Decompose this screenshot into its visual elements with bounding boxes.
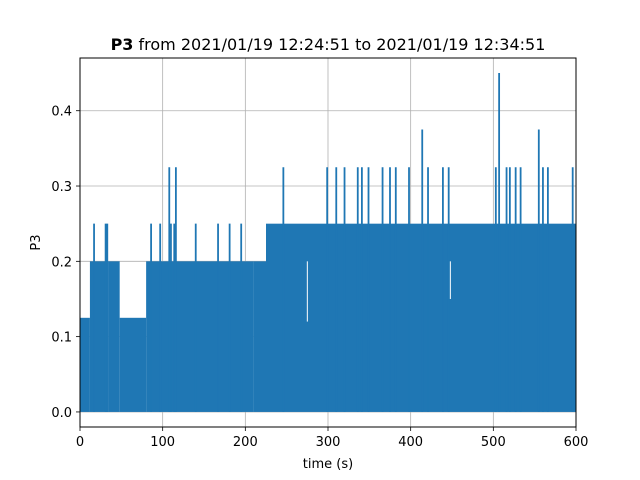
y-tick-label: 0.0	[51, 406, 72, 421]
x-tick-label: 500	[481, 435, 506, 450]
series-band	[253, 261, 266, 412]
chart-title: P3 from 2021/01/19 12:24:51 to 2021/01/1…	[111, 35, 546, 54]
plot-area	[80, 73, 576, 412]
series-band	[266, 223, 576, 412]
series-band	[146, 261, 254, 412]
x-tick-label: 300	[316, 435, 341, 450]
y-tick-label: 0.1	[51, 331, 72, 346]
title-bold: P3	[111, 35, 134, 54]
series-band	[108, 261, 120, 412]
x-tick-label: 100	[150, 435, 175, 450]
ticks: 0 100 200 300 400 500 600 0.0 0.1 0.2 0.3 0.4	[51, 105, 588, 450]
x-tick-label: 600	[564, 435, 589, 450]
x-tick-label: 200	[233, 435, 258, 450]
title-rest: from 2021/01/19 12:24:51 to 2021/01/19 1…	[133, 35, 545, 54]
series-band	[80, 317, 90, 412]
series-band	[119, 317, 147, 412]
y-tick-label: 0.4	[51, 105, 72, 120]
x-tick-label: 400	[398, 435, 423, 450]
y-tick-label: 0.2	[51, 255, 72, 270]
x-tick-label: 0	[76, 435, 84, 450]
x-axis-label: time (s)	[303, 457, 353, 472]
y-axis-label: P3	[29, 234, 44, 250]
y-tick-label: 0.3	[51, 180, 72, 195]
